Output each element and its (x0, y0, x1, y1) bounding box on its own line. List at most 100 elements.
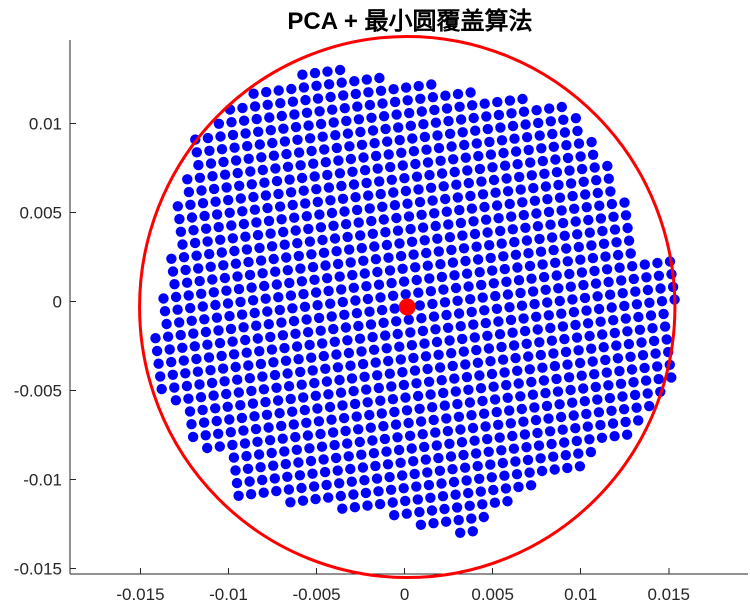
data-point (527, 389, 539, 400)
data-point (414, 506, 425, 518)
data-point (308, 158, 319, 169)
data-point (501, 173, 512, 184)
data-point (323, 389, 334, 400)
data-point (478, 511, 489, 523)
data-point (388, 187, 399, 198)
data-point (388, 84, 399, 95)
data-point (517, 197, 528, 208)
data-point (584, 434, 595, 445)
data-point (298, 185, 309, 196)
data-point (506, 108, 517, 119)
data-point (418, 119, 429, 130)
data-point (350, 295, 361, 306)
data-point (474, 370, 485, 381)
data-point (565, 384, 576, 396)
data-point (335, 387, 347, 398)
data-point (377, 201, 388, 212)
data-point (309, 377, 320, 389)
data-point (242, 140, 253, 152)
data-point (346, 373, 358, 384)
data-point (217, 363, 229, 374)
data-point (546, 335, 558, 346)
data-point (294, 470, 306, 481)
data-point (359, 268, 370, 279)
data-point (224, 207, 235, 218)
data-point (463, 487, 474, 499)
data-point (504, 198, 515, 210)
data-point (408, 249, 419, 260)
data-point (189, 237, 201, 249)
data-point (204, 248, 215, 260)
data-point (572, 125, 583, 137)
data-point (545, 322, 556, 334)
data-point (367, 331, 378, 343)
data-point (297, 69, 308, 80)
data-point (439, 297, 451, 308)
data-point (412, 390, 424, 402)
data-point (578, 279, 589, 291)
data-point (488, 278, 499, 289)
data-point (479, 305, 490, 316)
data-point (417, 222, 429, 233)
data-point (281, 252, 292, 263)
data-point (430, 427, 441, 438)
data-point (567, 397, 578, 408)
data-point (562, 152, 574, 164)
data-point (323, 182, 335, 193)
data-point (351, 411, 362, 422)
data-point (442, 425, 454, 437)
data-point (298, 288, 309, 300)
data-point (367, 228, 378, 239)
data-point (318, 247, 330, 258)
data-point (277, 330, 289, 341)
data-point (557, 217, 569, 229)
data-point (417, 429, 428, 440)
data-point (511, 469, 523, 480)
data-point (424, 273, 435, 284)
data-point (482, 330, 493, 341)
data-point (260, 190, 272, 201)
data-point (395, 457, 406, 468)
data-point (497, 354, 509, 365)
data-point (419, 338, 430, 349)
data-point (216, 247, 227, 258)
data-point (389, 96, 401, 108)
data-point (548, 141, 559, 152)
data-point (480, 317, 491, 329)
data-point (507, 430, 518, 442)
data-point (395, 354, 406, 365)
data-point (282, 265, 293, 276)
overlay (138, 34, 677, 580)
data-point (306, 352, 317, 363)
data-point (641, 272, 652, 283)
data-point (465, 190, 476, 202)
data-point (474, 473, 485, 484)
data-point (199, 314, 210, 325)
data-point (515, 184, 526, 195)
data-point (180, 264, 191, 276)
data-point (586, 240, 597, 251)
data-point (172, 304, 183, 315)
data-point (266, 344, 278, 355)
data-point (514, 171, 525, 183)
data-point (320, 260, 331, 271)
data-point (291, 444, 302, 455)
data-point (363, 190, 374, 201)
data-point (236, 309, 248, 320)
data-point (457, 127, 468, 138)
data-point (202, 339, 213, 350)
data-point (556, 101, 567, 113)
data-point (183, 186, 195, 198)
data-point (293, 457, 304, 468)
data-point (608, 315, 619, 326)
data-point (227, 233, 238, 244)
data-point (419, 235, 430, 246)
data-point (229, 245, 240, 257)
data-point (211, 312, 223, 323)
data-point (524, 260, 536, 272)
y-tick-label: 0.005 (19, 204, 62, 223)
data-point (333, 155, 344, 166)
data-points (150, 64, 680, 538)
data-point (619, 197, 630, 208)
data-point (334, 64, 346, 76)
